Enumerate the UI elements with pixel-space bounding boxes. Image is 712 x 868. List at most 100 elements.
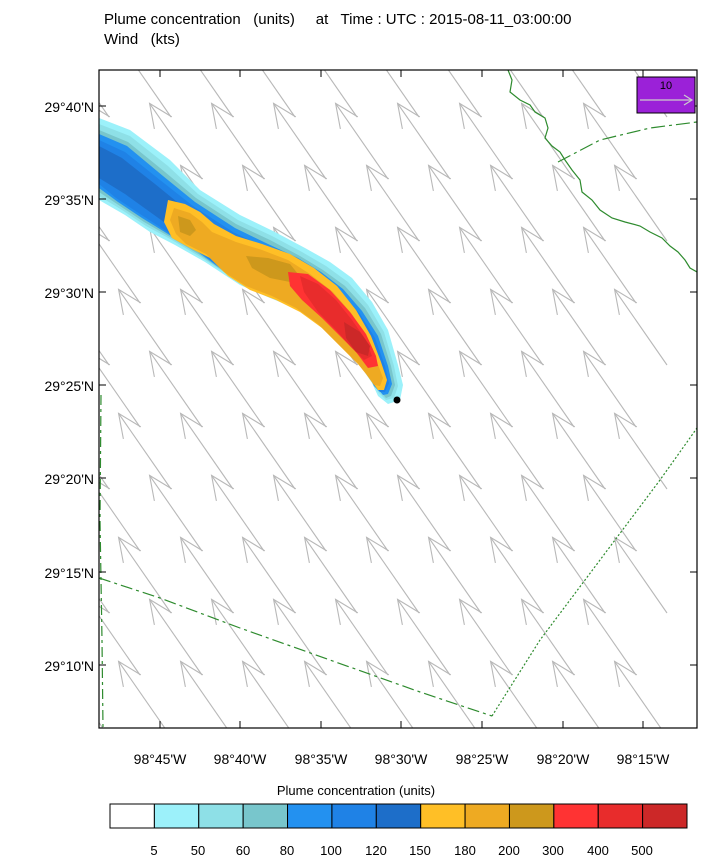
lat-label-29-15: 29°15'N: [44, 565, 94, 581]
wind-arrow: [88, 0, 140, 55]
wind-arrow: [614, 413, 668, 490]
wind-arrowhead: [367, 41, 389, 67]
wind-arrowhead: [427, 164, 452, 192]
wind-arrowhead: [272, 598, 297, 626]
wind-arrow: [149, 351, 203, 428]
wind-arrowhead: [520, 350, 545, 378]
plot-subtitle: Wind (kts): [104, 31, 180, 48]
wind-arrowhead: [458, 226, 483, 254]
wind-arrow: [366, 537, 420, 614]
wind-arrow: [336, 0, 388, 55]
colorbar-label-80: 80: [279, 843, 295, 858]
wind-arrow: [552, 537, 606, 614]
wind-arrowhead: [181, 41, 203, 67]
lat-label-29-10: 29°10'N: [44, 658, 94, 674]
wind-arrowhead: [396, 226, 421, 254]
wind-arrowhead: [427, 412, 452, 440]
wind-arrow: [273, 103, 327, 180]
wind-arrow: [335, 103, 389, 180]
map-frame: [98, 69, 698, 729]
colorbar-swatch: [331, 803, 377, 829]
wind-arrow: [199, 70, 234, 118]
wind-arrow: [180, 289, 234, 366]
wind-arrow: [149, 227, 203, 304]
wind-arrowhead: [489, 536, 514, 564]
wind-arrowhead: [334, 102, 359, 130]
wind-arrowhead: [365, 660, 390, 688]
wind-arrow: [614, 537, 668, 614]
wind-arrow: [385, 70, 420, 118]
wind-arrowhead: [241, 660, 266, 688]
wind-arrowhead: [148, 474, 173, 502]
wind-arrow: [273, 599, 327, 676]
wind-arrow: [459, 351, 513, 428]
wind-arrowhead: [489, 660, 514, 688]
wind-arrowhead: [117, 536, 142, 564]
wind-arrowhead: [458, 598, 483, 626]
wind-arrowhead: [241, 164, 266, 192]
wind-arrowhead: [57, 537, 79, 563]
wind-arrowhead: [551, 412, 576, 440]
wind-arrowhead: [491, 41, 513, 67]
wind-arrow: [99, 614, 141, 676]
lon-label-98-35: 98°35'W: [294, 751, 348, 767]
wind-arrow: [99, 490, 141, 552]
wind-arrowhead: [210, 102, 235, 130]
lat-label-29-20: 29°20'N: [44, 471, 94, 487]
wind-arrow: [118, 661, 166, 728]
wind-arrowhead: [520, 598, 545, 626]
wind-arrow: [261, 70, 296, 118]
wind-arrowhead: [582, 598, 607, 626]
wind-arrowhead: [396, 102, 421, 130]
colorbar-label-120: 120: [365, 843, 387, 858]
lon-label-98-45: 98°45'W: [133, 751, 187, 767]
wind-arrow: [242, 413, 296, 490]
wind-arrow: [99, 349, 110, 366]
wind-arrowhead: [427, 536, 452, 564]
wind-arrow: [335, 351, 389, 428]
wind-arrowhead: [336, 0, 358, 5]
wind-arrow: [99, 721, 104, 728]
wind-arrow: [490, 413, 544, 490]
wind-arrowhead: [427, 288, 452, 316]
wind-arrow: [118, 413, 172, 490]
plume-contour-max: [344, 322, 370, 356]
wind-arrow: [99, 473, 110, 490]
wind-arrow: [211, 599, 265, 676]
wind-arrow: [583, 599, 637, 676]
lon-label-98-40: 98°40'W: [213, 751, 267, 767]
colorbar-label-60: 60: [235, 843, 251, 858]
boundary-northeast-river: [507, 70, 697, 273]
boundary-southeast: [491, 427, 697, 717]
wind-arrowhead: [551, 164, 576, 192]
wind-arrowhead: [272, 102, 297, 130]
wind-arrow: [335, 475, 389, 552]
wind-arrowhead: [365, 412, 390, 440]
wind-arrowhead: [303, 412, 328, 440]
colorbar-title: Plume concentration (units): [276, 783, 436, 798]
lon-label-98-15: 98°15'W: [616, 751, 670, 767]
wind-arrowhead: [520, 474, 545, 502]
boundary-southwest-dashed: [99, 577, 493, 717]
wind-arrow: [397, 351, 451, 428]
wind-arrow: [460, 0, 512, 55]
county-boundaries: [99, 70, 697, 728]
wind-arrowhead: [613, 660, 638, 688]
wind-arrow: [552, 661, 600, 728]
wind-arrow: [212, 0, 264, 55]
wind-arrowhead: [303, 164, 328, 192]
wind-arrowhead: [396, 598, 421, 626]
colorbar-swatch: [508, 803, 555, 829]
reference-vector-box: [636, 76, 696, 114]
wind-arrowhead: [334, 226, 359, 254]
wind-arrowhead: [117, 660, 142, 688]
wind-arrow: [137, 70, 172, 118]
wind-arrow: [304, 537, 358, 614]
plume-contour-200: [170, 208, 383, 386]
wind-arrowhead: [458, 350, 483, 378]
wind-arrowhead: [272, 474, 297, 502]
wind-arrowhead: [553, 41, 575, 67]
colorbar-swatch: [642, 803, 688, 829]
wind-arrow: [99, 366, 141, 428]
